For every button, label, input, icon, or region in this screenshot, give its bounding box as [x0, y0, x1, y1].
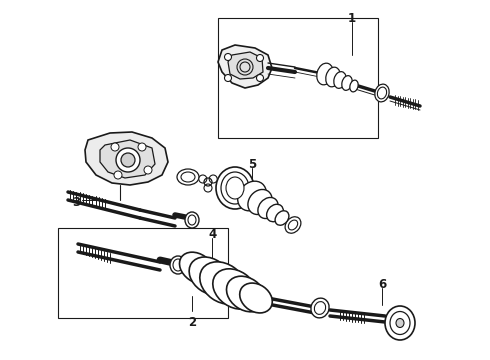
Ellipse shape: [200, 262, 246, 304]
Ellipse shape: [179, 252, 215, 284]
Circle shape: [199, 175, 207, 183]
Ellipse shape: [185, 212, 199, 228]
Ellipse shape: [311, 298, 329, 318]
Ellipse shape: [248, 189, 272, 215]
Ellipse shape: [216, 167, 254, 209]
Ellipse shape: [221, 172, 249, 204]
Ellipse shape: [285, 217, 301, 233]
Circle shape: [116, 148, 140, 172]
Polygon shape: [100, 140, 155, 178]
Circle shape: [144, 166, 152, 174]
Circle shape: [138, 143, 146, 151]
Ellipse shape: [275, 211, 289, 225]
Ellipse shape: [177, 169, 199, 185]
Ellipse shape: [226, 276, 266, 312]
Circle shape: [209, 175, 217, 183]
Ellipse shape: [375, 84, 389, 102]
Ellipse shape: [181, 172, 195, 182]
Ellipse shape: [334, 72, 346, 88]
Ellipse shape: [170, 256, 186, 274]
Ellipse shape: [390, 311, 410, 334]
Ellipse shape: [240, 283, 272, 313]
Bar: [218, 18, 378, 138]
Ellipse shape: [226, 177, 244, 199]
Text: 6: 6: [378, 278, 386, 291]
Ellipse shape: [238, 181, 267, 211]
Ellipse shape: [377, 87, 387, 99]
Circle shape: [224, 75, 231, 81]
Ellipse shape: [385, 306, 415, 340]
Ellipse shape: [396, 319, 404, 328]
Ellipse shape: [267, 204, 283, 222]
Polygon shape: [218, 45, 272, 88]
Circle shape: [256, 75, 264, 81]
Text: 1: 1: [348, 12, 356, 25]
Text: 2: 2: [188, 316, 196, 329]
Circle shape: [111, 143, 119, 151]
Circle shape: [121, 153, 135, 167]
Ellipse shape: [189, 257, 231, 295]
Text: 3: 3: [72, 196, 80, 209]
Circle shape: [256, 54, 264, 62]
Text: 4: 4: [208, 228, 216, 241]
Ellipse shape: [317, 63, 333, 85]
Circle shape: [204, 184, 212, 192]
Ellipse shape: [326, 67, 340, 87]
Ellipse shape: [213, 269, 257, 309]
Text: 5: 5: [248, 158, 256, 171]
Circle shape: [224, 54, 231, 60]
Ellipse shape: [350, 80, 358, 92]
Circle shape: [114, 171, 122, 179]
Ellipse shape: [258, 198, 278, 219]
Polygon shape: [228, 52, 263, 79]
Polygon shape: [85, 132, 168, 185]
Ellipse shape: [342, 76, 352, 90]
Bar: [58, 228, 228, 318]
